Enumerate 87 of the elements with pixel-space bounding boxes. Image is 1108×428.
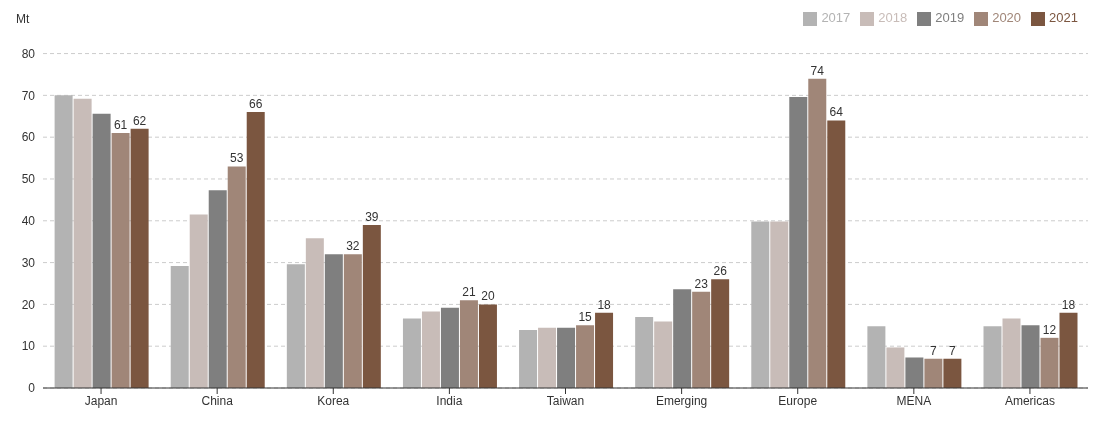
y-tick-label: 60	[21, 130, 36, 145]
data-label: 32	[346, 239, 360, 254]
bar	[886, 347, 905, 388]
bar	[478, 304, 497, 388]
data-label: 61	[113, 117, 128, 132]
y-tick-label: 40	[21, 214, 36, 229]
bar	[1021, 325, 1040, 388]
bar	[983, 326, 1002, 388]
bar	[789, 97, 808, 388]
y-tick-label: 0	[28, 381, 36, 396]
bar	[519, 329, 538, 388]
bar	[208, 190, 227, 388]
x-tick-label: Japan	[84, 393, 118, 408]
x-tick-label: India	[436, 393, 463, 408]
bar	[711, 279, 730, 388]
data-label: 12	[1042, 322, 1057, 337]
bar	[557, 327, 576, 388]
data-label: 20	[481, 289, 495, 304]
bar	[92, 113, 111, 388]
data-label: 18	[597, 297, 612, 312]
data-label: 39	[365, 209, 379, 224]
bar	[459, 300, 478, 388]
bar	[692, 291, 711, 388]
bar	[111, 132, 130, 388]
bar	[943, 358, 962, 388]
bar	[286, 264, 305, 388]
bar	[227, 166, 246, 388]
bar	[827, 120, 846, 388]
x-tick-label: Taiwan	[546, 393, 585, 408]
bar	[576, 325, 595, 388]
bar	[324, 254, 343, 388]
bar	[595, 312, 614, 388]
bar	[421, 311, 440, 388]
bar	[1040, 337, 1059, 388]
bar	[808, 78, 827, 388]
data-label: 21	[462, 285, 476, 300]
x-tick-label: China	[201, 393, 234, 408]
y-tick-label: 10	[21, 339, 36, 354]
bar	[130, 128, 149, 388]
data-label: 62	[132, 113, 147, 128]
bar	[246, 112, 265, 388]
bar	[189, 214, 208, 388]
bar	[362, 224, 381, 388]
legend-label: 2020	[992, 10, 1022, 25]
bar	[635, 316, 654, 388]
bar	[305, 238, 324, 388]
bar	[654, 321, 673, 388]
data-label: 74	[810, 63, 825, 78]
bar	[673, 289, 692, 388]
data-label: 18	[1061, 297, 1076, 312]
bar	[1059, 312, 1078, 388]
x-tick-label: MENA	[896, 393, 932, 408]
legend-label: 2021	[1049, 10, 1078, 25]
legend-label: 2019	[935, 10, 965, 25]
y-tick-label: 70	[21, 88, 36, 103]
bar	[867, 326, 886, 388]
data-label: 23	[694, 276, 709, 291]
y-tick-label: 30	[21, 255, 36, 270]
legend-label: 2017	[821, 10, 851, 25]
bar	[905, 357, 924, 388]
y-tick-label: 20	[21, 297, 36, 312]
bar	[440, 307, 459, 388]
bar	[1002, 318, 1021, 388]
data-label: 53	[230, 151, 244, 166]
data-label: 7	[949, 343, 957, 358]
y-tick-label: 80	[21, 46, 36, 61]
bar	[770, 221, 789, 388]
bar	[402, 318, 421, 388]
data-label: 66	[249, 97, 263, 112]
bar	[538, 327, 557, 388]
bar	[54, 95, 73, 388]
y-axis-title: Mt	[16, 12, 30, 26]
bar	[343, 254, 362, 388]
x-tick-label: Korea	[317, 393, 350, 408]
bar	[170, 265, 189, 388]
data-label: 64	[829, 105, 844, 120]
legend-label: 2018	[878, 10, 908, 25]
data-label: 7	[930, 343, 938, 358]
x-tick-label: Europe	[778, 393, 818, 408]
data-label: 26	[713, 264, 728, 279]
bar	[751, 221, 770, 388]
y-tick-label: 50	[21, 172, 36, 187]
data-label: 15	[578, 310, 593, 325]
x-tick-label: Americas	[1004, 393, 1055, 408]
bar	[73, 98, 92, 388]
x-tick-label: Emerging	[655, 393, 708, 408]
bar	[924, 358, 943, 388]
